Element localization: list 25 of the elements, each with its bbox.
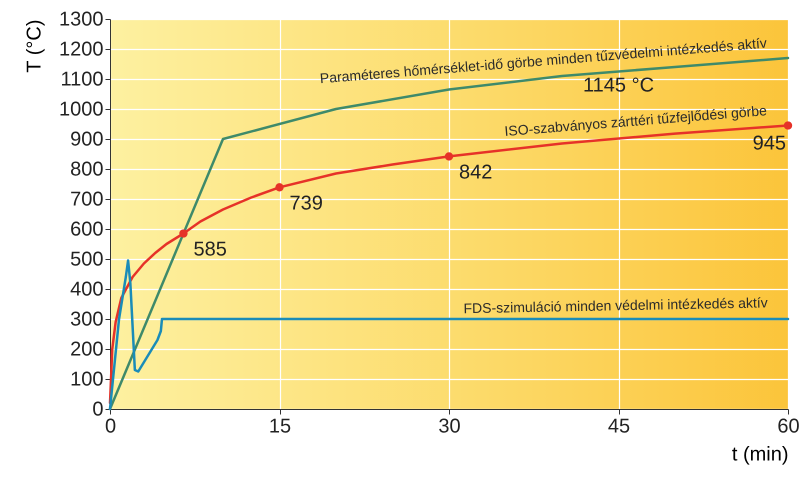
x-tick-label: 30	[438, 416, 461, 438]
point	[784, 121, 792, 130]
y-tick-label: 100	[70, 368, 104, 390]
point	[444, 152, 454, 161]
y-tick-label: 500	[70, 248, 104, 270]
x-tick-label: 45	[608, 416, 630, 438]
y-tick-label: 0	[92, 398, 104, 420]
y-axis-title: T (°C)	[24, 20, 46, 73]
y-tick-label: 900	[70, 128, 104, 150]
y-tick-label: 700	[70, 188, 104, 210]
y-tick-label: 1200	[59, 38, 104, 60]
y-tick-label: 1300	[59, 8, 104, 30]
y-tick-label: 1100	[60, 68, 104, 90]
y-tick-label: 300	[70, 308, 104, 330]
y-tick-label: 400	[70, 278, 104, 300]
y-tick-label: 800	[70, 158, 104, 180]
point	[179, 229, 188, 238]
point	[275, 183, 284, 192]
x-axis-title: t (min)	[732, 444, 788, 466]
x-tick-label: 15	[268, 416, 292, 438]
y-tick-label: 200	[70, 338, 104, 360]
y-tick-label: 1000	[59, 98, 104, 120]
x-tick-label: 60	[777, 416, 800, 438]
data-label: 585	[193, 238, 227, 260]
y-tick-label: 600	[70, 218, 104, 240]
